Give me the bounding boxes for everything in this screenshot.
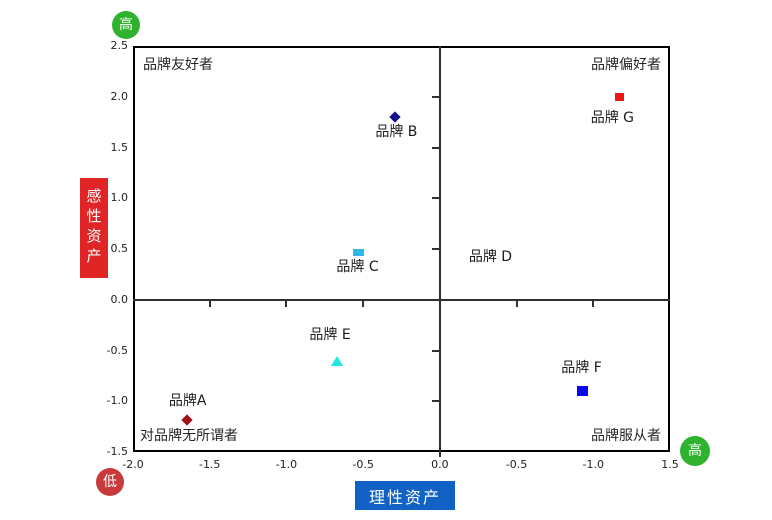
x-tick [592, 300, 595, 307]
y-tick-label: 2.5 [110, 39, 129, 52]
point-label-F: 品牌 F [561, 360, 602, 377]
point-marker-G [614, 92, 624, 101]
quadrant-label-bottom-left: 对品牌无所谓者 [140, 428, 238, 444]
x-tick-label: -0.5 [352, 458, 374, 471]
x-tick-label: -1.0 [582, 458, 605, 471]
point-label-C: 品牌 C [336, 259, 379, 276]
y-tick-label: 0.0 [110, 292, 129, 306]
y-tick-label: -0.5 [106, 343, 128, 357]
y-tick [431, 197, 439, 200]
y-tick [431, 95, 439, 98]
plot-area: 品牌友好者 品牌偏好者 对品牌无所谓者 品牌服从者 [133, 46, 670, 452]
y-tick [431, 349, 439, 352]
y-zero-line [438, 46, 441, 452]
y-tick-label: 2.0 [110, 89, 129, 103]
y-axis-low-badge: 低 [96, 468, 124, 496]
x-tick [285, 300, 288, 307]
y-axis-title: 感性资产 [80, 178, 108, 278]
y-tick-label: 0.5 [110, 242, 129, 255]
x-tick [208, 300, 211, 307]
point-label-A: 品牌A [168, 392, 207, 409]
point-marker-E [331, 355, 344, 366]
y-tick-label: -1.0 [106, 394, 128, 408]
y-tick-label: -1.5 [106, 445, 128, 458]
x-tick-label: 0.0 [431, 458, 449, 471]
quadrant-label-top-left: 品牌友好者 [143, 57, 213, 73]
x-axis-end-tick [438, 452, 441, 457]
x-axis-title: 理性资产 [355, 481, 455, 510]
y-tick-label: 1.0 [110, 191, 129, 205]
x-tick-label: -2.0 [122, 458, 144, 471]
x-tick-label: 1.5 [661, 458, 679, 471]
quadrant-label-bottom-right: 品牌服从者 [591, 428, 661, 444]
point-label-E: 品牌 E [309, 326, 351, 343]
point-marker-F [577, 386, 589, 397]
quadrant-label-top-right: 品牌偏好者 [591, 57, 661, 73]
y-tick [431, 400, 439, 403]
point-label-B: 品牌 B [375, 124, 418, 141]
y-axis-high-badge: 高 [112, 11, 140, 39]
point-label-G: 品牌 G [590, 109, 635, 126]
x-tick-label: -1.5 [198, 458, 221, 471]
x-tick-label: -0.5 [505, 458, 528, 471]
y-tick [431, 146, 439, 149]
y-tick-label: 1.5 [110, 140, 129, 154]
x-axis-high-badge: 高 [680, 436, 710, 466]
x-tick [362, 300, 365, 307]
x-tick [515, 300, 518, 307]
x-tick-label: -1.0 [275, 458, 298, 471]
x-zero-line [133, 298, 670, 301]
point-marker-C [353, 248, 365, 256]
point-label-D: 品牌 D [468, 249, 513, 266]
y-tick [431, 248, 439, 250]
